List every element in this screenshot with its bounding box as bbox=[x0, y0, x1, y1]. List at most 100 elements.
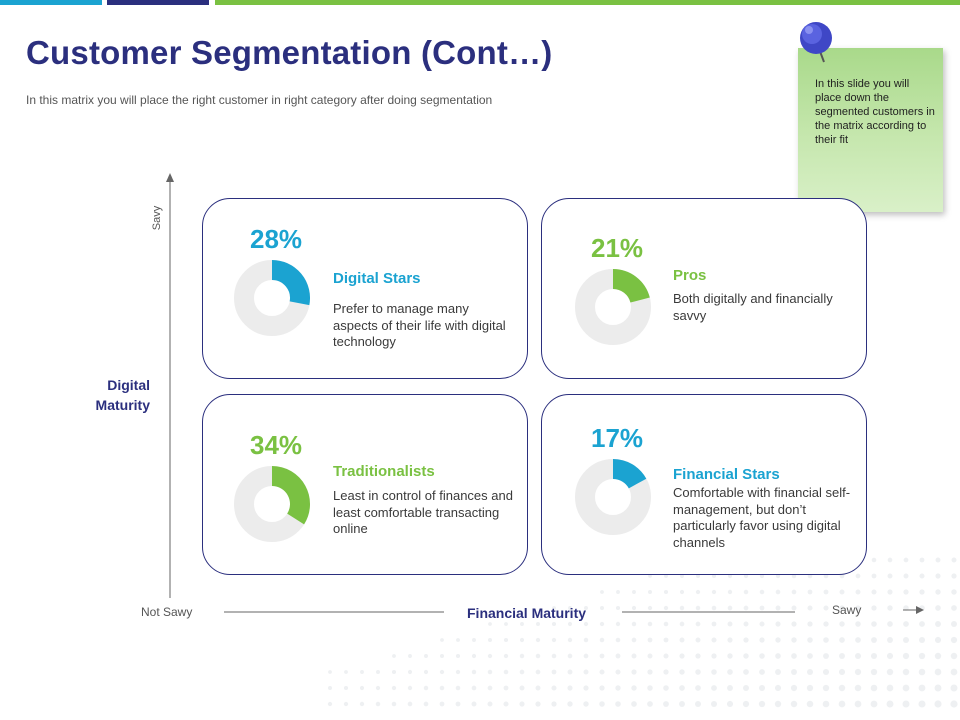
dot bbox=[935, 605, 941, 611]
dot bbox=[950, 652, 958, 660]
dot bbox=[791, 637, 797, 643]
dot bbox=[950, 668, 958, 676]
dot bbox=[695, 685, 701, 691]
dot bbox=[759, 669, 765, 675]
dot bbox=[695, 669, 701, 675]
dot bbox=[503, 669, 509, 675]
dot bbox=[632, 590, 636, 594]
dot bbox=[903, 621, 909, 627]
sticky-note-text: In this slide you will place down the se… bbox=[815, 78, 935, 146]
x-axis-left-label: Not Sawy bbox=[141, 605, 193, 619]
dot bbox=[871, 637, 877, 643]
dot bbox=[599, 669, 605, 675]
dot bbox=[455, 653, 461, 659]
dot bbox=[807, 637, 813, 643]
dot bbox=[919, 621, 925, 627]
dot bbox=[823, 637, 829, 643]
dot bbox=[711, 685, 717, 691]
dot bbox=[838, 684, 846, 692]
segment-card-traditionalists: 34% Traditionalists Least in control of … bbox=[202, 394, 528, 575]
dot bbox=[727, 637, 733, 643]
dot bbox=[583, 621, 589, 627]
dot bbox=[487, 685, 493, 691]
dot bbox=[583, 669, 589, 675]
dot bbox=[631, 653, 637, 659]
dot bbox=[679, 621, 685, 627]
dot bbox=[727, 605, 733, 611]
dot bbox=[775, 589, 781, 595]
dot bbox=[951, 589, 957, 595]
dot bbox=[488, 622, 492, 626]
segment-percent: 21% bbox=[591, 233, 644, 263]
dot bbox=[567, 669, 573, 675]
dot bbox=[887, 573, 893, 579]
dot bbox=[551, 669, 557, 675]
dot bbox=[328, 686, 332, 690]
dot bbox=[807, 621, 813, 627]
dot bbox=[918, 636, 926, 644]
dot bbox=[375, 685, 381, 691]
dot bbox=[647, 621, 653, 627]
dot bbox=[710, 700, 718, 708]
dot bbox=[839, 653, 845, 659]
dot bbox=[855, 637, 861, 643]
dot bbox=[647, 685, 653, 691]
dot bbox=[759, 589, 765, 595]
dot bbox=[647, 669, 653, 675]
dot bbox=[376, 670, 380, 674]
dot bbox=[375, 701, 381, 707]
dot bbox=[455, 685, 461, 691]
dot bbox=[647, 701, 653, 707]
dot bbox=[391, 685, 397, 691]
dot bbox=[583, 653, 589, 659]
dot bbox=[935, 557, 941, 563]
dot bbox=[615, 685, 621, 691]
dot bbox=[359, 685, 365, 691]
dot bbox=[743, 637, 749, 643]
dot bbox=[743, 621, 749, 627]
dot bbox=[647, 653, 653, 659]
dot bbox=[791, 653, 797, 659]
dot bbox=[456, 638, 460, 642]
dot bbox=[727, 669, 733, 675]
dot bbox=[663, 701, 669, 707]
dot bbox=[615, 701, 621, 707]
dot bbox=[791, 589, 797, 595]
dot bbox=[472, 638, 476, 642]
dot bbox=[775, 637, 781, 643]
dot bbox=[743, 669, 749, 675]
dot bbox=[790, 700, 798, 708]
dot bbox=[616, 590, 620, 594]
dot bbox=[838, 668, 846, 676]
dot bbox=[887, 621, 893, 627]
dot bbox=[440, 638, 444, 642]
dot bbox=[503, 653, 509, 659]
dot bbox=[838, 700, 846, 708]
dot bbox=[855, 589, 861, 595]
dot bbox=[886, 668, 894, 676]
dot bbox=[854, 700, 862, 708]
dot bbox=[791, 605, 797, 611]
dot bbox=[759, 605, 765, 611]
dot bbox=[423, 701, 429, 707]
dot bbox=[887, 557, 893, 563]
dot bbox=[551, 701, 557, 707]
segment-name: Financial Stars bbox=[673, 466, 780, 483]
dot bbox=[631, 605, 637, 611]
dot bbox=[759, 637, 765, 643]
dot bbox=[758, 684, 766, 692]
dot bbox=[471, 685, 477, 691]
dot bbox=[503, 685, 509, 691]
segment-description: Both digitally and financially savvy bbox=[673, 291, 833, 323]
dot bbox=[695, 637, 701, 643]
dot bbox=[823, 605, 829, 611]
dot bbox=[504, 622, 508, 626]
dot bbox=[535, 653, 541, 659]
dot bbox=[567, 701, 573, 707]
segment-card-pros: 21% Pros Both digitally and financially … bbox=[541, 198, 867, 379]
dot bbox=[902, 668, 910, 676]
dot bbox=[663, 669, 669, 675]
dot bbox=[919, 605, 925, 611]
dot bbox=[822, 684, 830, 692]
dot bbox=[567, 621, 573, 627]
